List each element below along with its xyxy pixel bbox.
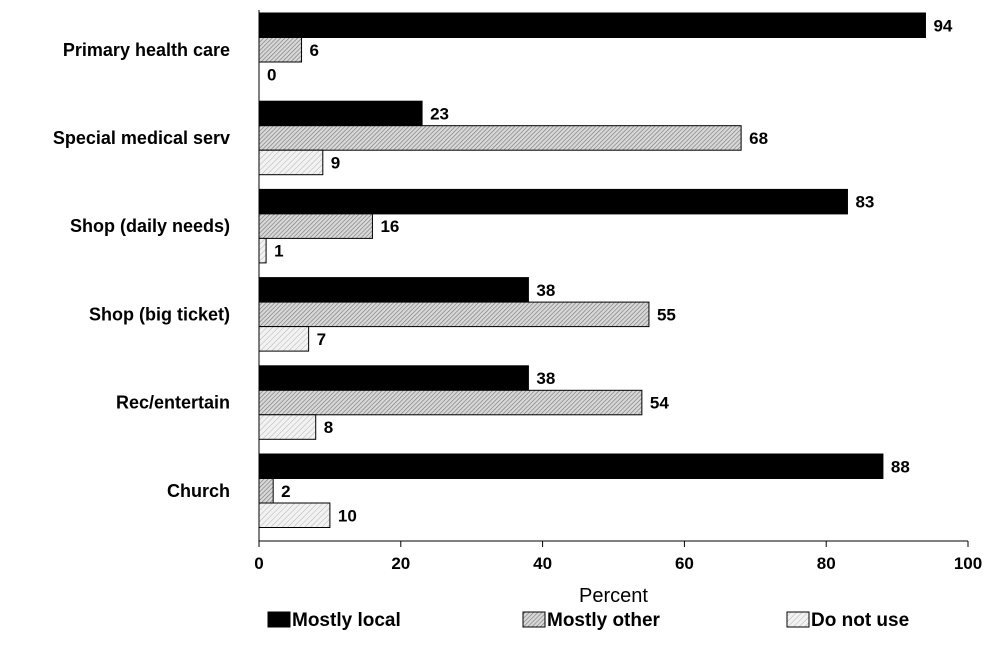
x-tick-label: 40 bbox=[533, 554, 552, 573]
category-label: Church bbox=[167, 481, 230, 501]
data-label: 0 bbox=[267, 65, 276, 84]
data-label: 9 bbox=[331, 153, 340, 172]
category-label: Special medical serv bbox=[53, 128, 230, 148]
data-label: 8 bbox=[324, 418, 333, 437]
bar-do-not-use-5 bbox=[258, 414, 317, 440]
legend-label: Do not use bbox=[811, 610, 909, 631]
data-label: 2 bbox=[281, 482, 290, 501]
bar-do-not-use-6 bbox=[258, 502, 331, 528]
x-axis-title: Percent bbox=[579, 585, 648, 607]
legend: Mostly local Mostly other Do not use bbox=[267, 610, 909, 631]
category-label: Shop (daily needs) bbox=[70, 216, 230, 236]
legend-swatch-mostly-other bbox=[522, 611, 546, 628]
legend-label: Mostly other bbox=[547, 610, 661, 631]
bar-mostly-local-5 bbox=[258, 365, 529, 391]
bar-mostly-local-1 bbox=[258, 12, 926, 38]
bar-mostly-other-1 bbox=[258, 37, 303, 63]
x-tick-label: 80 bbox=[817, 554, 836, 573]
x-tick-label: 60 bbox=[675, 554, 694, 573]
bar-mostly-other-2 bbox=[258, 125, 742, 151]
data-label: 38 bbox=[536, 281, 555, 300]
bar-mostly-other-4 bbox=[258, 301, 650, 328]
bar-mostly-local-6 bbox=[258, 453, 884, 479]
data-label: 16 bbox=[380, 217, 399, 236]
data-label: 83 bbox=[855, 193, 874, 212]
data-label: 54 bbox=[650, 394, 669, 413]
bar-mostly-local-2 bbox=[258, 100, 423, 127]
data-label: 10 bbox=[338, 506, 357, 525]
data-label: 55 bbox=[657, 305, 676, 324]
category-label: Primary health care bbox=[63, 40, 230, 60]
data-label: 94 bbox=[933, 16, 952, 35]
legend-swatch-do-not-use bbox=[786, 611, 810, 628]
data-label: 68 bbox=[749, 129, 768, 148]
bar-do-not-use-3 bbox=[258, 237, 267, 264]
data-label: 1 bbox=[274, 242, 283, 261]
data-label: 23 bbox=[430, 104, 449, 123]
bar-mostly-other-6 bbox=[258, 478, 274, 504]
data-label: 6 bbox=[310, 41, 319, 60]
x-tick-label: 100 bbox=[954, 554, 982, 573]
bar-mostly-other-3 bbox=[258, 213, 373, 239]
data-label: 38 bbox=[536, 369, 555, 388]
x-tick-label: 20 bbox=[391, 554, 410, 573]
bar-mostly-other-5 bbox=[258, 389, 643, 416]
bar-do-not-use-4 bbox=[258, 326, 310, 352]
legend-swatch-mostly-local bbox=[267, 611, 291, 628]
legend-label: Mostly local bbox=[292, 610, 401, 631]
bar-mostly-local-4 bbox=[258, 277, 529, 303]
category-label: Shop (big ticket) bbox=[89, 304, 230, 324]
bar-mostly-local-3 bbox=[258, 188, 848, 215]
data-label: 88 bbox=[891, 457, 910, 476]
data-label: 7 bbox=[317, 330, 326, 349]
bar-do-not-use-2 bbox=[258, 149, 324, 176]
category-label: Rec/entertain bbox=[116, 393, 230, 413]
x-tick-label: 0 bbox=[254, 554, 263, 573]
